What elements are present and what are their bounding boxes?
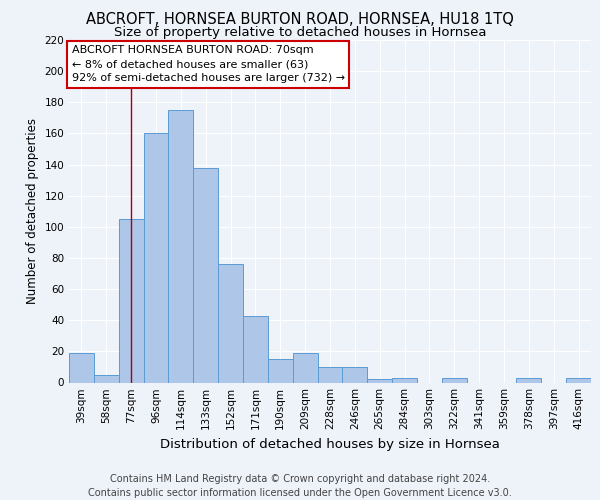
Bar [293,353,317,382]
Text: ABCROFT HORNSEA BURTON ROAD: 70sqm
← 8% of detached houses are smaller (63)
92% : ABCROFT HORNSEA BURTON ROAD: 70sqm ← 8% … [71,45,345,83]
Bar [69,353,94,382]
Bar [317,367,343,382]
Text: ABCROFT, HORNSEA BURTON ROAD, HORNSEA, HU18 1TQ: ABCROFT, HORNSEA BURTON ROAD, HORNSEA, H… [86,12,514,28]
Bar [268,359,293,382]
Text: Contains HM Land Registry data © Crown copyright and database right 2024.
Contai: Contains HM Land Registry data © Crown c… [88,474,512,498]
Bar [143,134,169,382]
Bar [119,219,143,382]
Bar [392,378,417,382]
Bar [218,264,243,382]
Bar [517,378,541,382]
Bar [94,374,119,382]
Bar [243,316,268,382]
Bar [442,378,467,382]
Bar [343,367,367,382]
Bar [169,110,193,382]
Bar [193,168,218,382]
Bar [367,380,392,382]
Text: Size of property relative to detached houses in Hornsea: Size of property relative to detached ho… [114,26,486,39]
Y-axis label: Number of detached properties: Number of detached properties [26,118,39,304]
Bar [566,378,591,382]
X-axis label: Distribution of detached houses by size in Hornsea: Distribution of detached houses by size … [160,438,500,451]
